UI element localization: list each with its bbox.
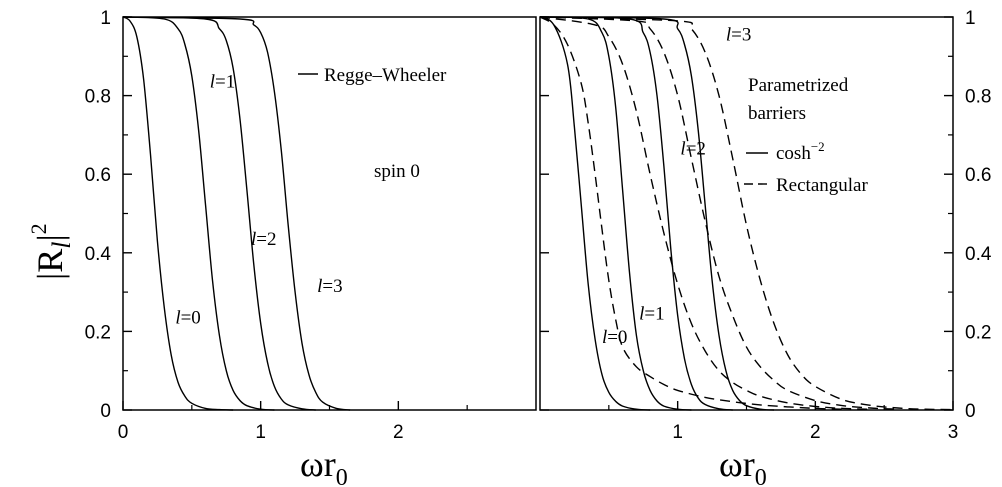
left-legend-label: Regge–Wheeler bbox=[324, 65, 447, 86]
right-curve-label-l0: l=0 bbox=[602, 327, 628, 348]
left-curve-solid-l3 bbox=[122, 16, 351, 411]
right-curve-label-l1: l=1 bbox=[639, 304, 665, 325]
curve-label-symbol: l bbox=[210, 72, 215, 93]
right-x-axis-label: ωr0 bbox=[719, 444, 767, 487]
legend-label-rectangular: Rectangular bbox=[776, 175, 868, 196]
right-y-tick-label: 1 bbox=[965, 8, 976, 29]
right-curve-label-l3: l=3 bbox=[726, 25, 752, 46]
ylabel-sup: 2 bbox=[26, 223, 51, 234]
curve-label-value: =0 bbox=[607, 327, 627, 348]
left-y-tick-label: 0.2 bbox=[85, 322, 111, 343]
legend-title-line-1: Parametrized bbox=[748, 75, 849, 96]
left-y-tick-label: 0.4 bbox=[85, 244, 112, 265]
left-y-tick-label: 0.6 bbox=[85, 165, 111, 186]
legend-label-cosh: cosh−2 bbox=[776, 139, 825, 164]
left-y-ticks: 0 0.2 0.4 0.6 0.8 1 bbox=[85, 8, 132, 422]
right-curves bbox=[539, 16, 954, 411]
left-curve-label-l1: l=1 bbox=[210, 72, 236, 93]
right-xlabel-sub: 0 bbox=[755, 465, 767, 487]
right-y-tick-label: 0.4 bbox=[965, 244, 992, 265]
right-curve-dashed-l0 bbox=[539, 16, 843, 410]
left-xlabel-main: ωr bbox=[300, 444, 336, 484]
curve-label-symbol: l bbox=[726, 25, 731, 46]
legend-cosh-text: cosh bbox=[776, 143, 811, 164]
left-curve-solid-l0 bbox=[122, 16, 234, 411]
left-y-tick-label: 0.8 bbox=[85, 87, 111, 108]
left-curve-solid-l1 bbox=[122, 16, 275, 411]
curve-label-symbol: l bbox=[602, 327, 607, 348]
right-x-tick-label: 2 bbox=[810, 422, 821, 443]
ylabel-post: | bbox=[30, 234, 70, 241]
right-curve-dashed-l3 bbox=[539, 16, 954, 411]
curve-label-symbol: l bbox=[317, 276, 322, 297]
legend-title-line-2: barriers bbox=[748, 103, 806, 124]
right-y-tick-label: 0.8 bbox=[965, 87, 991, 108]
left-xlabel-sub: 0 bbox=[336, 465, 348, 487]
curve-label-symbol: l bbox=[680, 139, 685, 160]
right-y-tick-label: 0 bbox=[965, 401, 976, 422]
left-x-tick-label: 1 bbox=[255, 422, 266, 443]
left-x-tick-label: 0 bbox=[118, 422, 129, 443]
right-y-ticks: 0 0.2 0.4 0.6 0.8 1 bbox=[540, 8, 992, 422]
right-y-tick-label: 0.2 bbox=[965, 322, 991, 343]
right-y-tick-label: 0.6 bbox=[965, 165, 991, 186]
left-curves bbox=[122, 16, 351, 411]
curve-label-value: =3 bbox=[322, 276, 342, 297]
left-curve-labels: l=0l=1l=2l=3 bbox=[175, 72, 342, 329]
left-curve-label-l3: l=3 bbox=[317, 276, 343, 297]
right-x-tick-label: 3 bbox=[948, 422, 959, 443]
left-curve-label-l2: l=2 bbox=[251, 229, 277, 250]
legend-cosh-sup: −2 bbox=[811, 139, 825, 154]
left-x-ticks: 0 1 2 bbox=[118, 401, 468, 443]
curve-label-value: =2 bbox=[256, 229, 276, 250]
left-curve-solid-l2 bbox=[122, 16, 316, 411]
right-curve-solid-l1 bbox=[539, 16, 692, 411]
right-x-ticks: 1 2 3 bbox=[608, 401, 959, 443]
right-curve-solid-l0 bbox=[539, 16, 651, 411]
curve-label-symbol: l bbox=[639, 304, 644, 325]
curve-label-value: =3 bbox=[731, 25, 751, 46]
left-x-axis-label: ωr0 bbox=[300, 444, 348, 487]
right-curve-label-l2: l=2 bbox=[680, 139, 706, 160]
curve-label-value: =0 bbox=[181, 308, 201, 329]
curve-label-symbol: l bbox=[175, 308, 180, 329]
right-plot-frame bbox=[539, 16, 954, 411]
right-curve-labels: l=0l=1l=2l=3 bbox=[602, 25, 751, 349]
right-xlabel-main: ωr bbox=[719, 444, 755, 484]
left-curve-label-l0: l=0 bbox=[175, 308, 201, 329]
right-curve-dashed-l2 bbox=[539, 16, 898, 410]
left-x-tick-label: 2 bbox=[393, 422, 404, 443]
ylabel-pre: |R bbox=[30, 249, 70, 280]
ylabel-sub: l bbox=[47, 242, 76, 249]
curve-label-symbol: l bbox=[251, 229, 256, 250]
right-curve-solid-l3 bbox=[539, 16, 775, 411]
left-y-axis-label: |Rl|2 bbox=[26, 223, 76, 280]
curve-label-value: =2 bbox=[686, 139, 706, 160]
spin-annotation: spin 0 bbox=[374, 161, 420, 182]
curve-label-value: =1 bbox=[644, 304, 664, 325]
left-y-tick-label: 1 bbox=[100, 8, 111, 29]
left-y-tick-label: 0 bbox=[100, 401, 111, 422]
curve-label-value: =1 bbox=[215, 72, 235, 93]
right-curve-dashed-l1 bbox=[539, 16, 871, 410]
right-x-tick-label: 1 bbox=[672, 422, 683, 443]
